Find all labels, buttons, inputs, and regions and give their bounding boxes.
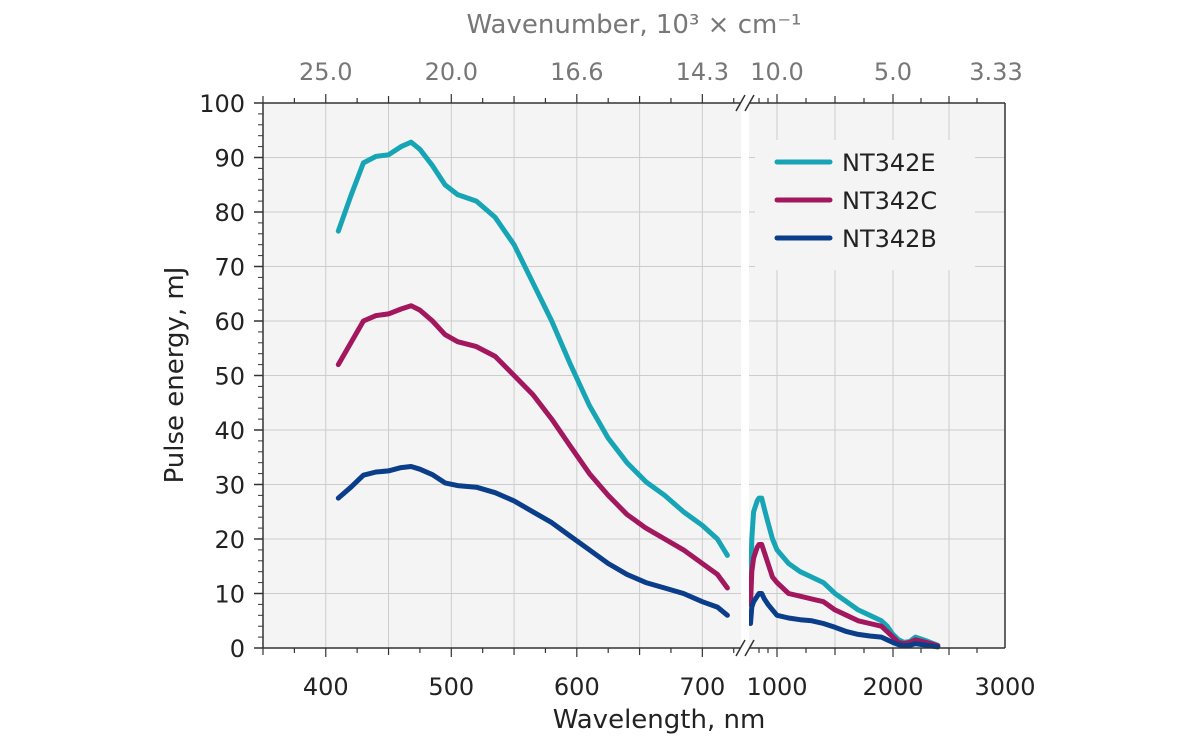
series-line (335, 139, 730, 558)
legend-label: NT342E (842, 149, 936, 177)
axis-break-mark (744, 94, 755, 112)
y-tick-label: 90 (214, 145, 245, 173)
y-tick-label: 0 (230, 635, 245, 663)
x-axis-title: Wavelength, nm (553, 705, 766, 735)
axis-break-mark (735, 639, 746, 657)
x-tick-label: 400 (303, 673, 349, 701)
top-tick-label: 14.3 (676, 58, 729, 86)
top-tick-label: 3.33 (969, 58, 1022, 86)
x-tick-label: 600 (554, 673, 600, 701)
legend-label: NT342B (842, 225, 937, 253)
series-lines (335, 139, 941, 650)
y-tick-label: 60 (214, 308, 245, 336)
top-tick-label: 25.0 (299, 58, 352, 86)
tick-marks (254, 94, 978, 657)
top-tick-label: 5.0 (874, 58, 912, 86)
x-tick-label: 500 (428, 673, 474, 701)
top-axis-title: Wavenumber, 10³ × cm⁻¹ (467, 10, 802, 40)
y-tick-label: 30 (214, 472, 245, 500)
y-tick-label: 100 (199, 90, 245, 118)
legend-label: NT342C (842, 187, 937, 215)
y-axis-title: Pulse energy, mJ (160, 267, 190, 484)
axis-break-gap (741, 101, 749, 650)
y-tick-label: 50 (214, 363, 245, 391)
x-tick-label: 2000 (862, 673, 923, 701)
series-line (335, 464, 730, 618)
y-tick-label: 10 (214, 581, 245, 609)
top-tick-label: 20.0 (425, 58, 478, 86)
top-tick-label: 10.0 (750, 58, 803, 86)
tick-labels: 0 10 20 30 40 50 60 70 80 90 100 400 500 600 700 1000 20… (199, 58, 1035, 701)
x-tick-label: 3000 (974, 673, 1035, 701)
x-tick-label: 700 (679, 673, 725, 701)
series-line (748, 591, 941, 650)
y-tick-label: 40 (214, 417, 245, 445)
x-tick-label: 1000 (746, 673, 807, 701)
y-tick-label: 20 (214, 526, 245, 554)
axis-break-mark (744, 639, 755, 657)
series-line (335, 303, 730, 591)
axis-break-mark (735, 94, 746, 112)
top-tick-label: 16.6 (550, 58, 603, 86)
legend: NT342E NT342C NT342B (755, 140, 975, 270)
y-tick-label: 80 (214, 199, 245, 227)
y-tick-label: 70 (214, 254, 245, 282)
